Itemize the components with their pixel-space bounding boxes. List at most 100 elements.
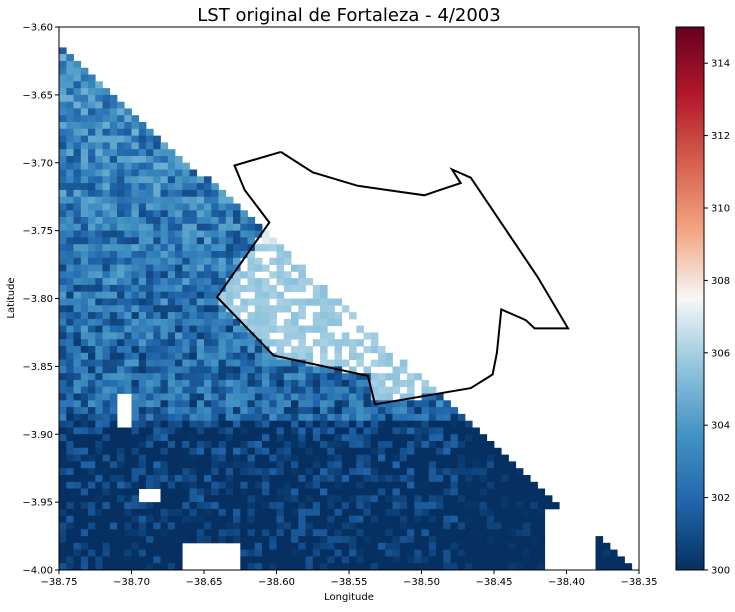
heatmap-cell (59, 94, 67, 103)
heatmap-cell (341, 508, 350, 517)
heatmap-cell (363, 522, 372, 530)
heatmap-cell (269, 318, 277, 327)
heatmap-cell (233, 447, 241, 455)
heatmap-cell (196, 502, 205, 510)
heatmap-cell (247, 332, 256, 340)
heatmap-cell (160, 468, 169, 476)
heatmap-cell (204, 352, 212, 360)
heatmap-cell (363, 447, 372, 455)
heatmap-cell (312, 454, 321, 462)
heatmap-cell (146, 352, 154, 360)
heatmap-cell (385, 515, 393, 523)
heatmap-cell (138, 502, 147, 510)
heatmap-cell (370, 563, 379, 570)
heatmap-cell (283, 536, 292, 544)
heatmap-cell (508, 563, 517, 570)
heatmap-cell (124, 305, 132, 313)
heatmap-cell (428, 556, 437, 564)
heatmap-cell (494, 549, 502, 557)
heatmap-cell (204, 475, 212, 483)
heatmap-cell (80, 427, 89, 435)
heatmap-cell (320, 352, 328, 360)
heatmap-cell (436, 495, 444, 503)
heatmap-cell (515, 563, 524, 570)
heatmap-cell (334, 413, 343, 422)
heatmap-cell (312, 379, 321, 388)
heatmap-cell (465, 481, 473, 489)
heatmap-cell (298, 522, 306, 530)
heatmap-cell (102, 257, 111, 265)
heatmap-cell (189, 244, 198, 252)
heatmap-cell (117, 529, 125, 537)
heatmap-cell (247, 251, 256, 259)
heatmap-cell (312, 318, 321, 327)
heatmap-cell (109, 400, 118, 408)
heatmap-cell (175, 515, 183, 523)
heatmap-cell (211, 366, 219, 374)
heatmap-cell (131, 115, 140, 123)
heatmap-cell (175, 169, 183, 177)
heatmap-cell (88, 400, 96, 408)
heatmap-cell (189, 291, 198, 299)
heatmap-cell (370, 359, 379, 367)
heatmap-cell (312, 556, 321, 564)
heatmap-cell (298, 420, 306, 428)
heatmap-cell (428, 400, 437, 408)
heatmap-cell (254, 312, 263, 320)
heatmap-cell (59, 230, 67, 238)
heatmap-cell (117, 359, 125, 367)
heatmap-cell (443, 420, 451, 428)
heatmap-cell (117, 128, 125, 136)
heatmap-cell (88, 332, 96, 340)
heatmap-cell (117, 305, 125, 313)
heatmap-cell (407, 502, 415, 510)
heatmap-cell (204, 359, 212, 367)
heatmap-cell (138, 508, 147, 517)
heatmap-cell (153, 325, 161, 333)
heatmap-cell (88, 162, 96, 170)
heatmap-cell (117, 515, 125, 523)
heatmap-cell (233, 434, 241, 442)
heatmap-cell (80, 156, 89, 164)
heatmap-cell (196, 413, 205, 422)
heatmap-cell (204, 332, 212, 340)
heatmap-cell (59, 135, 67, 143)
heatmap-cell (247, 230, 256, 238)
heatmap-cell (102, 556, 111, 564)
heatmap-cell (472, 542, 480, 550)
heatmap-cell (160, 475, 169, 483)
heatmap-cell (414, 488, 422, 496)
heatmap-cell (204, 508, 212, 517)
heatmap-cell (218, 244, 227, 252)
heatmap-cell (153, 217, 161, 225)
heatmap-cell (73, 203, 82, 211)
heatmap-cell (80, 515, 89, 523)
heatmap-cell (327, 481, 335, 489)
heatmap-cell (59, 244, 67, 252)
heatmap-cell (66, 230, 74, 238)
heatmap-cell (102, 461, 111, 469)
heatmap-cell (88, 135, 96, 143)
heatmap-cell (414, 434, 422, 442)
heatmap-cell (153, 189, 161, 198)
heatmap-cell (66, 81, 74, 89)
heatmap-cell (175, 318, 183, 327)
heatmap-cell (109, 257, 118, 265)
heatmap-cell (407, 468, 415, 476)
heatmap-cell (262, 522, 270, 530)
heatmap-cell (407, 549, 415, 557)
heatmap-cell (160, 318, 169, 327)
heatmap-cell (305, 441, 314, 449)
heatmap-cell (59, 359, 67, 367)
heatmap-cell (370, 386, 379, 394)
heatmap-cell (160, 359, 169, 367)
heatmap-cell (80, 88, 89, 96)
heatmap-cell (102, 339, 111, 347)
heatmap-cell (66, 542, 74, 550)
y-tick-label: −3.75 (22, 226, 53, 237)
heatmap-cell (450, 481, 459, 489)
heatmap-cell (465, 502, 473, 510)
heatmap-cell (320, 312, 328, 320)
heatmap-cell (88, 441, 96, 449)
heatmap-cell (298, 393, 306, 401)
